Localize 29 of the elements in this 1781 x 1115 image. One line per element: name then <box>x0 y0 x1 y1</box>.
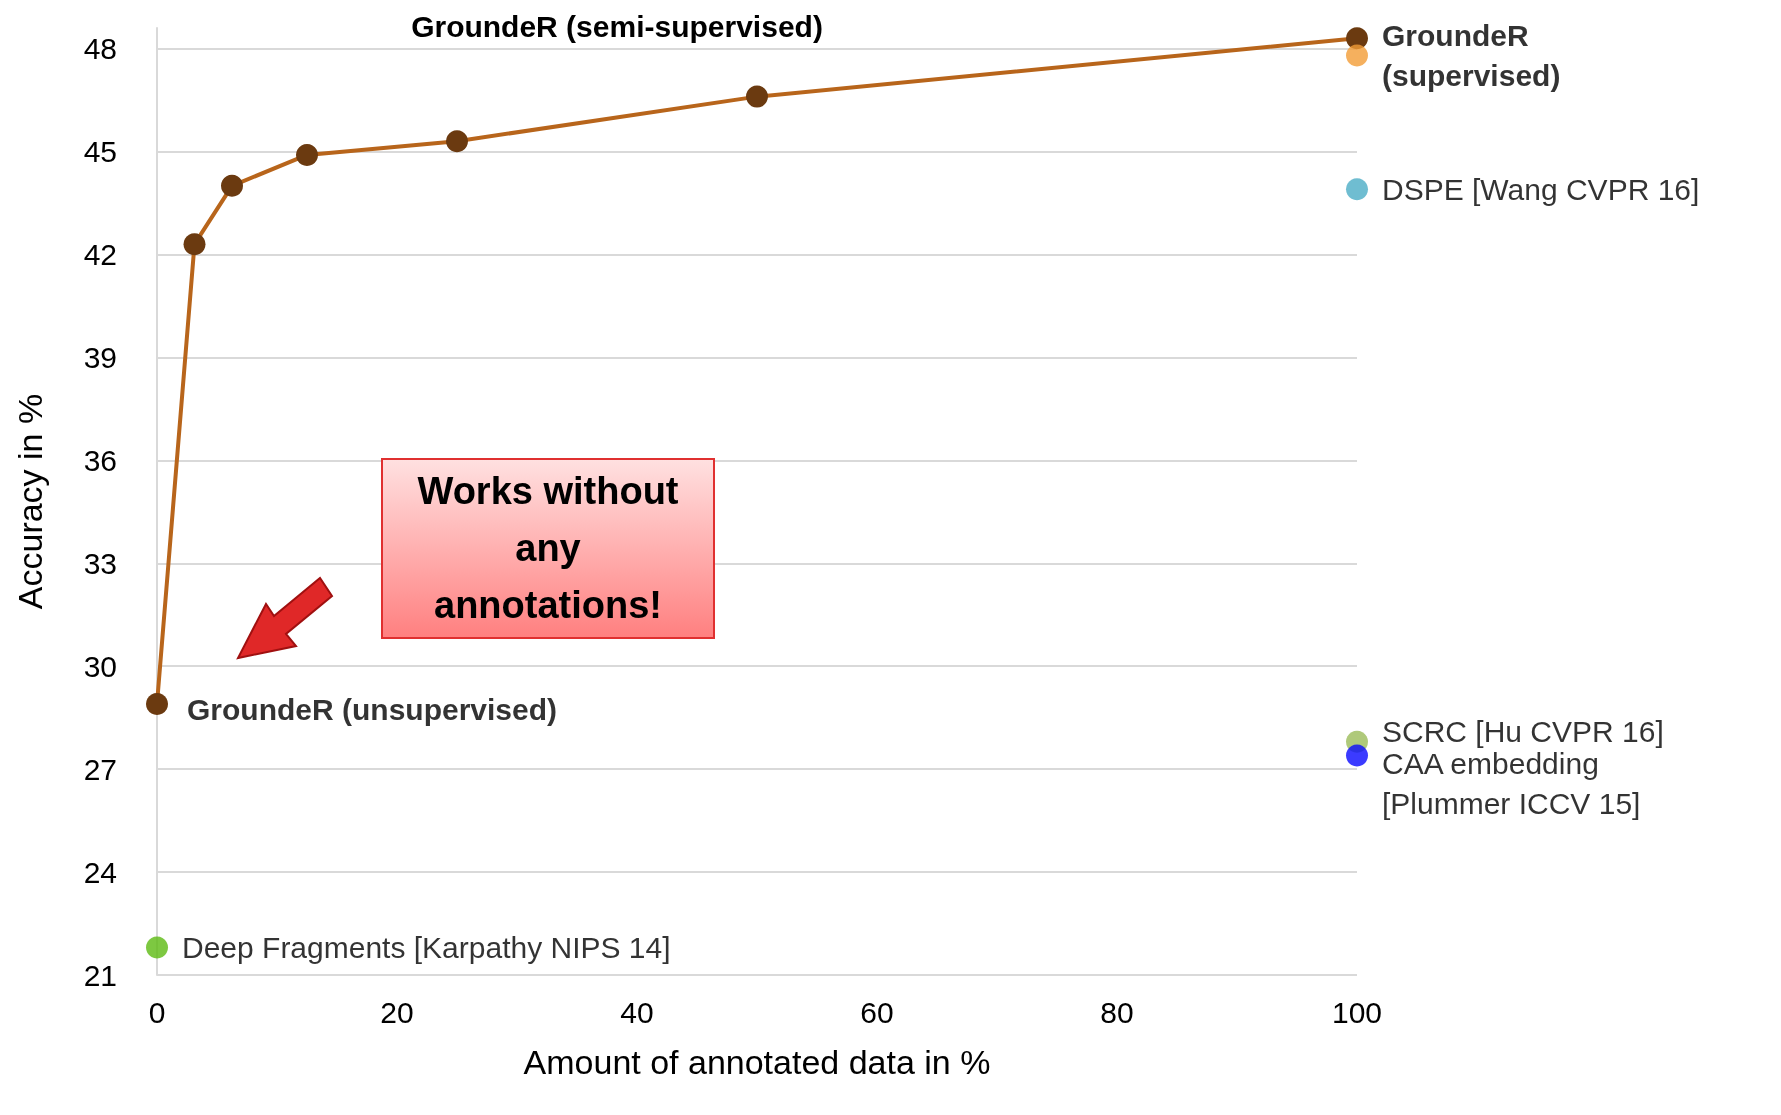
y-tick-label: 21 <box>83 958 117 992</box>
y-tick-label: 30 <box>83 649 117 683</box>
y-tick-label: 42 <box>83 237 117 271</box>
annotation: GroundeR (unsupervised) <box>187 693 558 727</box>
y-axis-title: Accuracy in % <box>11 393 49 610</box>
x-axis-title: Amount of annotated data in % <box>523 1043 991 1081</box>
point <box>1346 744 1368 767</box>
y-tick-label: 45 <box>83 135 117 169</box>
x-tick-label: 80 <box>1100 995 1134 1029</box>
y-tick-label: 39 <box>83 340 117 374</box>
y-tick-label: 24 <box>83 855 117 889</box>
x-tick-label: 0 <box>148 995 166 1029</box>
series-label: Deep Fragments [Karpathy NIPS 14] <box>182 931 671 965</box>
annotation: Works without any annotations! <box>381 458 715 639</box>
x-tick-label: 40 <box>620 995 654 1029</box>
point <box>146 936 168 959</box>
y-tick-label: 33 <box>83 546 117 580</box>
series-label: SCRC [Hu CVPR 16] <box>1382 715 1664 749</box>
y-tick-label: 48 <box>83 32 117 66</box>
point <box>1346 44 1368 67</box>
series-label: DSPE [Wang CVPR 16] <box>1382 172 1700 206</box>
x-tick-label: 60 <box>860 995 894 1029</box>
y-tick-label: 36 <box>83 443 117 477</box>
y-tick-label: 27 <box>83 752 117 786</box>
point <box>1346 178 1368 201</box>
x-tick-label: 20 <box>380 995 414 1029</box>
x-tick-label: 100 <box>1331 995 1383 1029</box>
series-label: GroundeR (semi-supervised) <box>411 9 823 43</box>
series-label: GroundeR (supervised) <box>1382 18 1561 92</box>
